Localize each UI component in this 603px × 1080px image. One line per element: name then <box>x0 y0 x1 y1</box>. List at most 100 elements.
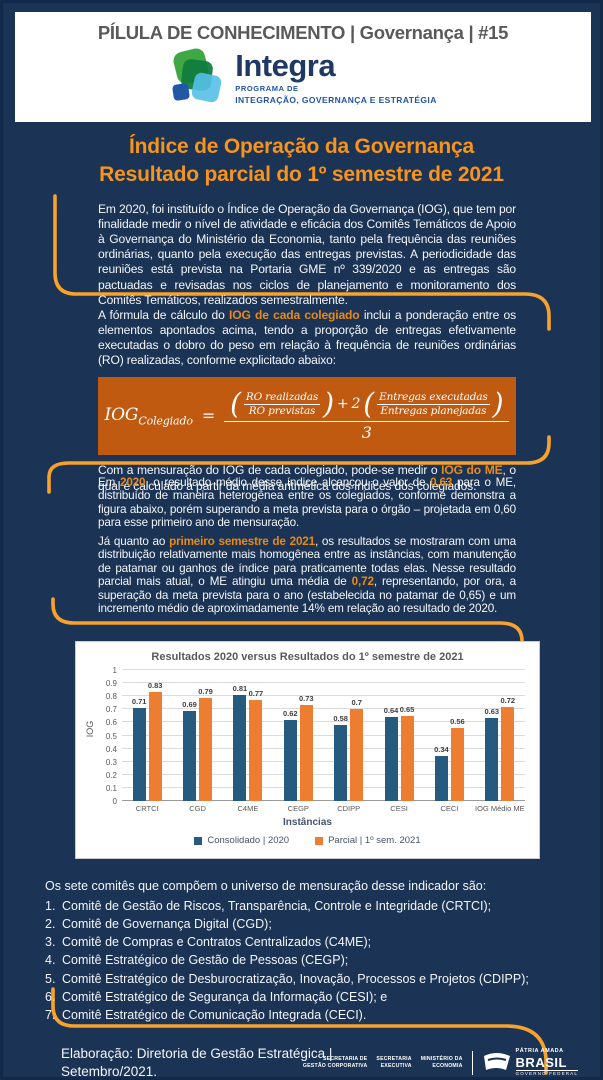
list-item-number: 7. <box>45 1007 56 1022</box>
bar <box>132 708 146 801</box>
credit-line2: Setembro/2021. <box>61 1063 158 1079</box>
bar-value-label: 0.77 <box>248 689 264 699</box>
logo-subtitle-1: PROGRAMA DE <box>235 83 299 93</box>
iog-formula: IOGColegiado = ( RO realizadas RO previs… <box>98 377 516 456</box>
formula-numerator: ( RO realizadas RO previstas ) + 2 ( Ent… <box>224 386 510 423</box>
integra-logo: Integra PROGRAMA DE INTEGRAÇÃO, GOVERNAN… <box>169 46 436 106</box>
logo-name: Integra <box>235 47 336 83</box>
bar-slot: 0.71 <box>131 670 147 801</box>
bar <box>334 725 348 801</box>
bar-group-CECI: 0.34 0.56 <box>424 670 474 801</box>
chart-ytick: 0.9 <box>105 679 117 689</box>
bar-value-label: 0.79 <box>198 686 213 696</box>
page-title-line1: Índice de Operação da Governança <box>129 135 474 158</box>
bar-slot: 0.65 <box>400 670 414 801</box>
divider <box>471 1050 473 1075</box>
list-item: 7. Comitê Estratégico de Comunicação Inte… <box>45 1008 570 1024</box>
chart-category-label: CDIPP <box>337 804 361 813</box>
page-kicker: PÍLULA DE CONHECIMENTO | Governança | #1… <box>97 22 509 43</box>
bar-group-C4ME: 0.81 0.77 <box>223 670 273 801</box>
chart-gridline <box>122 708 525 710</box>
bar-group-CRTCI: 0.71 0.83 <box>122 670 172 801</box>
bar-value-label: 0.63 <box>484 707 500 717</box>
chart-y-axis-label: IOG <box>85 720 95 738</box>
brasil-logo: PÁTRIA AMADA BRASIL GOVERNO FEDERAL <box>482 1048 578 1077</box>
legend-swatch-icon <box>194 836 203 845</box>
legend-item: Consolidado | 2020 <box>194 835 289 846</box>
open-paren: ( <box>363 386 375 422</box>
integra-logo-text: Integra PROGRAMA DE INTEGRAÇÃO, GOVERNAN… <box>235 50 436 105</box>
bar-value-label: 0.58 <box>333 714 348 724</box>
chart-category-label: CECI <box>440 804 459 813</box>
bar-value-label: 0.56 <box>450 716 465 726</box>
bar <box>384 717 398 801</box>
list-item-number: 4. <box>45 953 56 968</box>
close-paren: ) <box>492 386 504 422</box>
bar-value-label: 0.34 <box>434 745 449 755</box>
list-item: 2. Comitê de Governança Digital (CGD); <box>45 917 570 933</box>
formula-denominator: 3 <box>361 423 372 443</box>
formula-lhs: IOGColegiado <box>104 404 193 428</box>
chart-gridline <box>122 669 525 670</box>
formula-section: A fórmula de cálculo do IOG de cada cole… <box>98 308 516 494</box>
ministerio-da-economia: MINISTÉRIO DA ECONOMIA <box>420 1056 463 1069</box>
bar-slot: 0.58 <box>333 670 348 801</box>
bar-value-label: 0.69 <box>182 699 197 709</box>
formula-outro-paragraph: Com a mensuração do IOG de cada colegiad… <box>98 463 516 493</box>
open-paren: ( <box>230 386 241 422</box>
chart-ytick: 1 <box>112 666 117 675</box>
bar-slot: 0.63 <box>484 670 500 801</box>
list-item-number: 6. <box>45 989 56 1004</box>
chart-gridline <box>122 773 525 775</box>
bar-slot: 0.72 <box>500 670 516 801</box>
bar <box>400 715 414 801</box>
government-signature: SECRETARIA DE GESTÃO CORPORATIVA SECRETA… <box>303 1048 578 1077</box>
results-section: Em 2020, o resultado médio desse índice … <box>98 476 516 616</box>
chart-ytick: 0.7 <box>105 705 117 715</box>
coefficient: 2 <box>351 395 361 412</box>
chart-gridline <box>122 695 525 697</box>
bar <box>434 756 448 801</box>
chart-plot: 0 0.1 0.2 0.3 0.4 0.5 0.6 0.7 0.8 0.9 1 0.71 0.83 0.6… <box>106 666 525 806</box>
chart-category-label: CGD <box>189 804 206 813</box>
list-item-text: Comitê Estratégico de Desburocratização,… <box>62 971 529 986</box>
bar-value-label: 0.64 <box>383 706 399 716</box>
chart-ytick: 0.5 <box>105 731 117 741</box>
chart-gridline <box>122 760 525 762</box>
chart-category-label: CEGP <box>287 804 309 813</box>
formula-fraction: ( RO realizadas RO previstas ) + 2 ( Ent… <box>224 386 510 443</box>
bar <box>148 692 162 801</box>
bar-value-label: 0.72 <box>500 695 516 705</box>
list-item-text: Comitê Estratégico de Gestão de Pessoas … <box>62 953 349 968</box>
bar-value-label: 0.81 <box>232 683 248 693</box>
list-item: 6. Comitê Estratégico de Segurança da Inf… <box>45 990 570 1006</box>
bar-group-CEGP: 0.62 0.73 <box>273 670 323 801</box>
chart-ytick: 0.8 <box>105 692 117 702</box>
entregas-fraction: Entregas executadas Entregas planejadas <box>377 390 490 417</box>
bar-group-CESI: 0.64 0.65 <box>374 670 424 801</box>
chart-ytick: 0.4 <box>105 744 117 754</box>
bar-slot: 0.64 <box>383 670 399 801</box>
list-item: 1. Comitê de Gestão de Riscos, Transparên… <box>45 899 570 915</box>
committee-list: 1. Comitê de Gestão de Riscos, Transparên… <box>45 899 570 1023</box>
list-item: 5. Comitê Estratégico de Desburocratizaçã… <box>45 972 570 988</box>
results-2021-paragraph: Já quanto ao primeiro semestre de 2021, … <box>98 534 516 616</box>
bar <box>485 718 499 801</box>
chart-legend: Consolidado | 2020 Parcial | 1º sem. 2021 <box>76 835 539 846</box>
committees-intro: Os sete comitês que compõem o universo d… <box>45 879 487 893</box>
chart-ytick: 0.6 <box>105 718 117 728</box>
chart-bar-groups: 0.71 0.83 0.69 0.79 0.81 0.77 0.62 0.73 0.58 0.7 0… <box>122 670 525 801</box>
bar-group-CGD: 0.69 0.79 <box>172 670 222 801</box>
bar-slot: 0.34 <box>434 670 449 801</box>
list-item-text: Comitê de Compras e Contratos Centraliza… <box>62 935 372 950</box>
ro-fraction: RO realizadas RO previstas <box>243 390 321 417</box>
bar <box>450 727 464 801</box>
bar-value-label: 0.71 <box>131 697 147 706</box>
formula-intro-paragraph: A fórmula de cálculo do IOG de cada cole… <box>98 308 516 368</box>
bar <box>233 694 247 801</box>
chart-gridline <box>122 682 525 684</box>
chart-ytick: 0 <box>112 797 117 806</box>
chart-ytick: 0.2 <box>105 770 117 780</box>
bar-slot: 0.77 <box>248 670 264 801</box>
legend-swatch-icon <box>315 836 324 845</box>
